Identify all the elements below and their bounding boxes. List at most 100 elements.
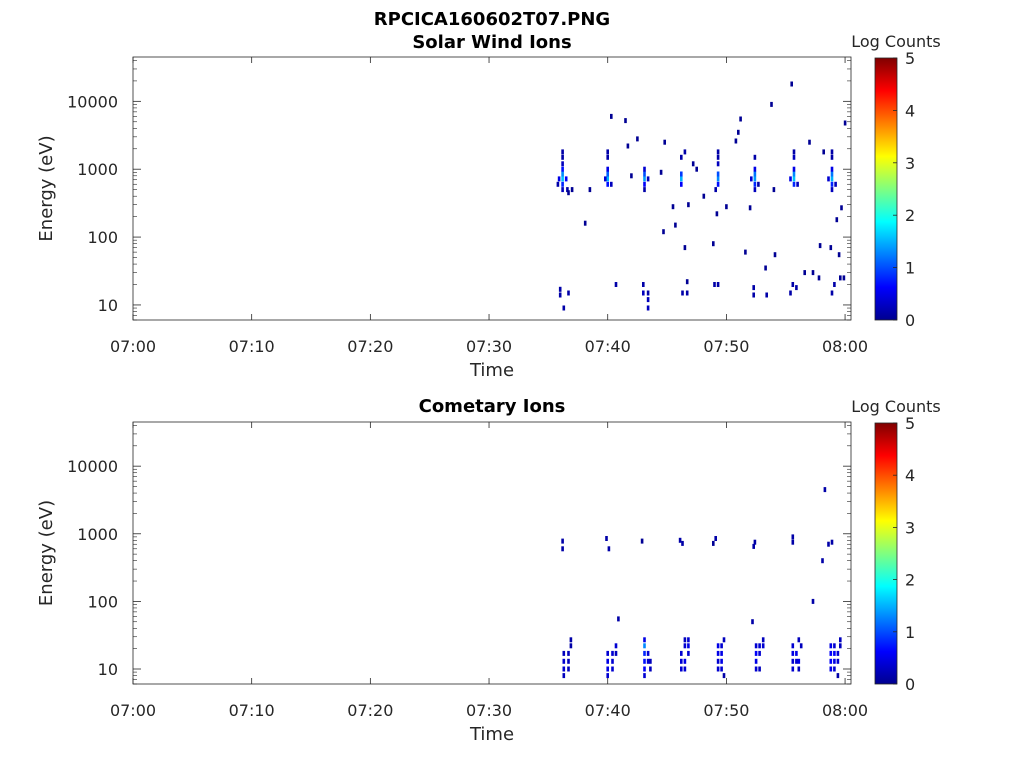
heatmap-cell [720, 643, 723, 649]
heatmap-cell [754, 643, 758, 649]
colorbar [874, 422, 898, 685]
heatmap-cell [744, 249, 747, 255]
heatmap-cell [818, 243, 822, 249]
heatmap-cell [823, 487, 827, 493]
y-tick-label: 10000 [67, 92, 118, 111]
heatmap-cell [761, 637, 765, 643]
heatmap-cell [795, 650, 798, 656]
colorbar-tick-label: 5 [905, 49, 915, 68]
heatmap-cell [643, 176, 646, 182]
colorbar-tick-label: 4 [905, 466, 915, 485]
heatmap-cell [797, 666, 801, 672]
heatmap-cell [830, 176, 834, 182]
plot-area [133, 422, 851, 684]
heatmap-cell [610, 113, 613, 119]
heatmap-cell [758, 643, 761, 649]
heatmap-cell [716, 643, 720, 649]
y-tick-label: 10 [98, 660, 118, 679]
heatmap-cell [680, 666, 683, 672]
heatmap-cell [791, 643, 795, 649]
x-axis-label: Time [469, 360, 514, 381]
heatmap-cell [722, 637, 726, 643]
heatmap-cell [683, 245, 687, 251]
heatmap-cell [674, 222, 677, 228]
y-tick-label: 100 [87, 228, 118, 247]
heatmap-cell [606, 154, 609, 160]
heatmap-cell [606, 673, 609, 679]
heatmap-cell [716, 154, 720, 160]
heatmap-cell [695, 166, 698, 172]
heatmap-cell [607, 546, 611, 552]
heatmap-cell [822, 149, 825, 155]
colorbar-label: Log Counts [851, 32, 941, 51]
heatmap-cell [716, 176, 720, 182]
heatmap-cell [797, 637, 801, 643]
heatmap-cell [640, 538, 644, 544]
x-tick-label: 07:00 [110, 337, 156, 356]
heatmap-cell [715, 211, 719, 217]
heatmap-cell [611, 666, 614, 672]
heatmap-cell [606, 658, 609, 664]
x-tick-label: 08:00 [822, 701, 868, 720]
heatmap-cell [795, 658, 798, 664]
heatmap-cell [646, 297, 650, 303]
heatmap-cell [683, 149, 687, 155]
heatmap-cell [753, 176, 757, 182]
heatmap-cell [737, 129, 740, 135]
heatmap-cell [649, 666, 652, 672]
heatmap-cell [720, 666, 723, 672]
x-tick-label: 07:30 [466, 337, 512, 356]
heatmap-cell [789, 290, 792, 296]
heatmap-cell [792, 149, 796, 155]
heatmap-cell [803, 270, 806, 276]
heatmap-cell [562, 673, 566, 679]
heatmap-cell [687, 637, 690, 643]
heatmap-cell [808, 139, 811, 145]
heatmap-cell [714, 187, 717, 193]
heatmap-cell [758, 650, 761, 656]
colorbar-label: Log Counts [851, 397, 941, 416]
colorbar-tick-label: 4 [905, 101, 915, 120]
heatmap-cell [842, 275, 846, 281]
heatmap-cell [713, 282, 716, 287]
heatmap-cell [829, 658, 833, 664]
heatmap-cell [643, 637, 646, 643]
heatmap-cell [566, 187, 569, 193]
heatmap-cell [833, 666, 836, 672]
heatmap-cell [720, 650, 723, 656]
heatmap-cell [561, 176, 564, 182]
heatmap-cell [770, 101, 773, 107]
heatmap-cell [712, 540, 715, 546]
heatmap-cell [792, 181, 796, 187]
heatmap-cell [643, 166, 646, 172]
heatmap-cell [830, 171, 834, 177]
heatmap-cell [680, 650, 683, 656]
x-tick-label: 07:50 [703, 337, 749, 356]
heatmap-cell [567, 190, 570, 196]
heatmap-cell [714, 536, 717, 541]
heatmap-cell [792, 176, 796, 182]
heatmap-cell [830, 154, 834, 160]
heatmap-cell [790, 81, 793, 87]
heatmap-cell [583, 220, 587, 226]
heatmap-cell [754, 666, 758, 672]
heatmap-cell [830, 539, 834, 545]
heatmap-cell [716, 181, 720, 187]
heatmap-cell [630, 173, 633, 179]
y-axis-label: Energy (eV) [36, 500, 57, 606]
heatmap-cell [561, 546, 564, 552]
heatmap-cell [791, 534, 795, 540]
heatmap-cell [561, 161, 564, 167]
heatmap-cell [605, 536, 608, 541]
heatmap-cell [754, 650, 758, 656]
heatmap-cell [567, 658, 570, 664]
heatmap-cell [829, 650, 833, 656]
heatmap-cell [646, 305, 650, 311]
x-tick-label: 07:40 [585, 701, 631, 720]
heatmap-cell [556, 181, 560, 187]
heatmap-cell [691, 161, 695, 167]
colorbar [874, 57, 898, 321]
heatmap-cell [680, 176, 683, 182]
heatmap-cell [830, 290, 834, 296]
